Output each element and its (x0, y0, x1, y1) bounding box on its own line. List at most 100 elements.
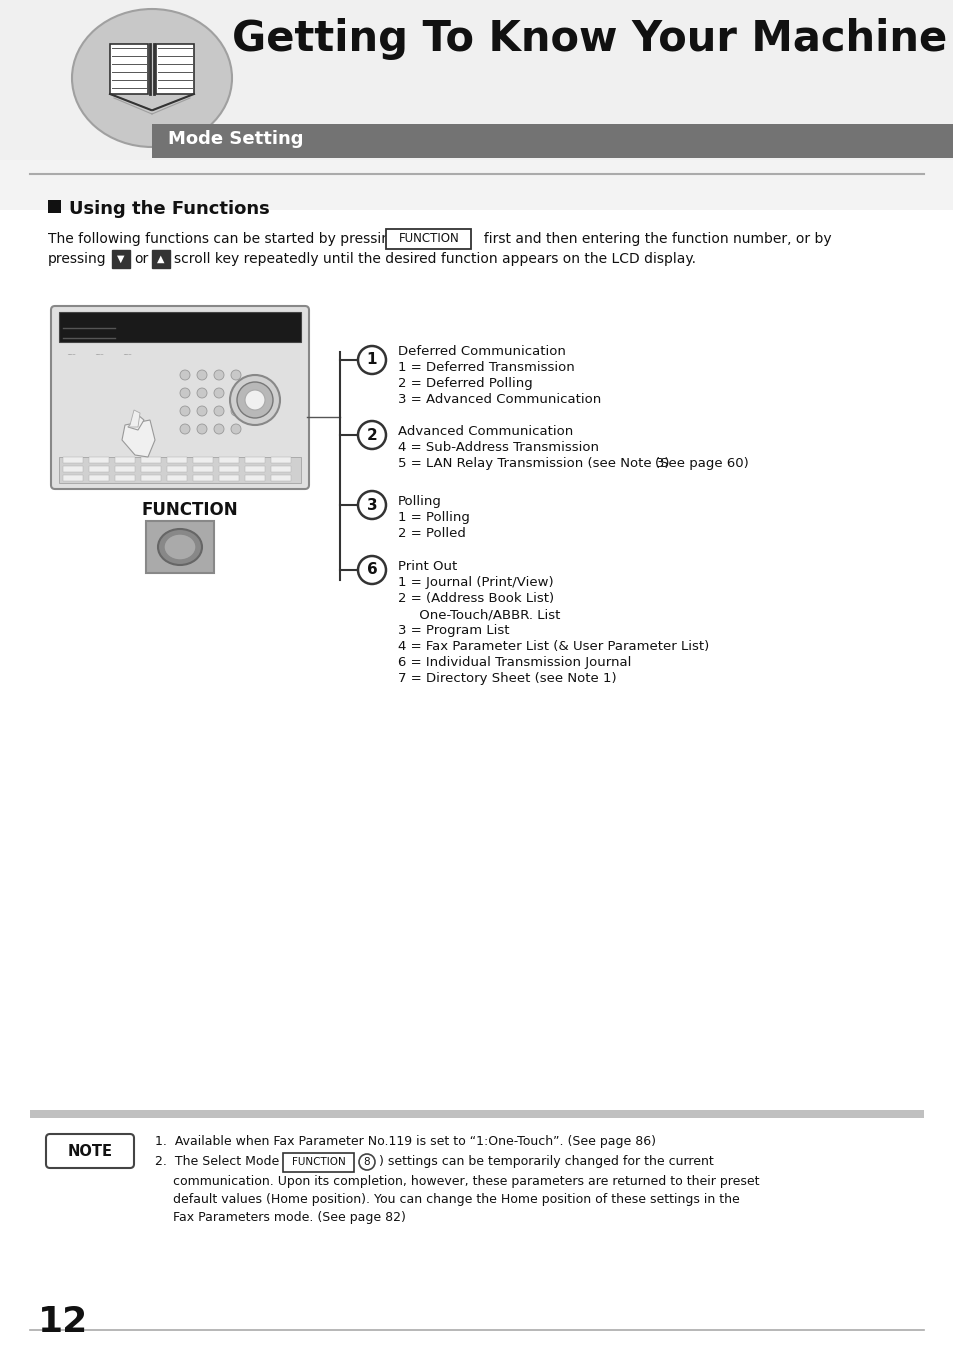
Circle shape (357, 421, 386, 450)
FancyBboxPatch shape (156, 45, 193, 95)
Text: Getting To Know Your Machine: Getting To Know Your Machine (232, 18, 946, 59)
Bar (219, 466, 239, 472)
Bar (271, 466, 291, 472)
Circle shape (213, 406, 224, 416)
Text: 1 = Deferred Transmission: 1 = Deferred Transmission (397, 360, 574, 374)
Text: ▼: ▼ (117, 254, 125, 265)
Bar (63, 466, 83, 472)
Circle shape (357, 491, 386, 518)
Bar (245, 458, 265, 463)
Text: 1 = Polling: 1 = Polling (397, 512, 470, 524)
Text: 6: 6 (366, 563, 377, 578)
Text: 2 = (Address Book List): 2 = (Address Book List) (397, 593, 554, 605)
FancyBboxPatch shape (51, 306, 309, 489)
Text: ___: ___ (123, 350, 132, 355)
Bar (271, 458, 291, 463)
Bar (0, 161, 953, 211)
Bar (115, 475, 135, 481)
Bar (89, 458, 109, 463)
Bar (245, 475, 265, 481)
Text: Mode Setting: Mode Setting (168, 130, 303, 148)
Text: FUNCTION: FUNCTION (292, 1157, 346, 1166)
Text: scroll key repeatedly until the desired function appears on the LCD display.: scroll key repeatedly until the desired … (173, 252, 696, 266)
Text: ___: ___ (67, 350, 75, 355)
Text: 1.  Available when Fax Parameter No.119 is set to “1:One-Touch”. (See page 86): 1. Available when Fax Parameter No.119 i… (154, 1135, 656, 1148)
Text: 8: 8 (363, 1157, 370, 1166)
Text: 6 = Individual Transmission Journal: 6 = Individual Transmission Journal (397, 656, 631, 670)
Circle shape (231, 387, 241, 398)
Ellipse shape (158, 529, 202, 566)
Circle shape (213, 424, 224, 433)
Text: 3 = Program List: 3 = Program List (397, 624, 509, 637)
Circle shape (231, 370, 241, 379)
Bar (0, 0, 953, 161)
Bar (167, 475, 187, 481)
Text: pressing: pressing (48, 252, 107, 266)
Text: Using the Functions: Using the Functions (69, 200, 270, 217)
Bar (89, 466, 109, 472)
Circle shape (180, 406, 190, 416)
Circle shape (357, 556, 386, 585)
Text: 4 = Fax Parameter List (& User Parameter List): 4 = Fax Parameter List (& User Parameter… (397, 640, 708, 653)
Text: 7 = Directory Sheet (see Note 1): 7 = Directory Sheet (see Note 1) (397, 672, 616, 684)
Text: 3 = Advanced Communication: 3 = Advanced Communication (397, 393, 600, 406)
Text: ___: ___ (95, 350, 103, 355)
Bar (193, 458, 213, 463)
Circle shape (196, 387, 207, 398)
Bar (167, 458, 187, 463)
Circle shape (180, 370, 190, 379)
Text: 1: 1 (366, 352, 376, 367)
Bar (141, 466, 161, 472)
Circle shape (230, 375, 280, 425)
Circle shape (196, 370, 207, 379)
Bar (48, 200, 61, 212)
Text: Fax Parameters mode. (See page 82): Fax Parameters mode. (See page 82) (172, 1211, 405, 1224)
Text: Polling: Polling (397, 495, 441, 508)
Circle shape (180, 387, 190, 398)
Circle shape (236, 382, 273, 418)
Text: 2.  The Select Mode (: 2. The Select Mode ( (154, 1156, 288, 1168)
Text: The following functions can be started by pressing: The following functions can be started b… (48, 232, 398, 246)
Bar (63, 458, 83, 463)
Text: One-Touch/ABBR. List: One-Touch/ABBR. List (397, 608, 559, 621)
Text: FUNCTION: FUNCTION (142, 501, 238, 518)
Bar (141, 475, 161, 481)
Text: (See page 60): (See page 60) (655, 458, 748, 470)
Bar (146, 521, 213, 572)
FancyBboxPatch shape (112, 250, 130, 269)
Ellipse shape (71, 9, 232, 147)
FancyBboxPatch shape (152, 250, 170, 269)
FancyBboxPatch shape (110, 45, 148, 95)
Text: default values (Home position). You can change the Home position of these settin: default values (Home position). You can … (172, 1193, 739, 1206)
Circle shape (245, 390, 265, 410)
Text: ▲: ▲ (157, 254, 165, 265)
Bar (141, 458, 161, 463)
Circle shape (196, 424, 207, 433)
FancyBboxPatch shape (386, 228, 471, 248)
Text: communication. Upon its completion, however, these parameters are returned to th: communication. Upon its completion, howe… (172, 1174, 759, 1188)
Text: 12: 12 (38, 1305, 89, 1339)
Circle shape (180, 424, 190, 433)
Text: 2: 2 (366, 428, 377, 443)
Polygon shape (128, 410, 140, 427)
Text: 1 = Journal (Print/View): 1 = Journal (Print/View) (397, 576, 553, 589)
Text: Print Out: Print Out (397, 560, 456, 572)
Bar (30, 1110, 923, 1118)
Circle shape (231, 406, 241, 416)
Bar (193, 475, 213, 481)
FancyBboxPatch shape (46, 1134, 133, 1168)
Polygon shape (122, 420, 154, 458)
Text: or: or (133, 252, 148, 266)
Text: Deferred Communication: Deferred Communication (397, 346, 565, 358)
Circle shape (231, 424, 241, 433)
Bar (245, 466, 265, 472)
Text: NOTE: NOTE (68, 1143, 112, 1158)
Circle shape (357, 346, 386, 374)
Circle shape (213, 387, 224, 398)
Circle shape (196, 406, 207, 416)
Text: Advanced Communication: Advanced Communication (397, 425, 573, 437)
FancyBboxPatch shape (283, 1153, 355, 1172)
Bar (59, 312, 301, 342)
Bar (115, 466, 135, 472)
Bar (89, 475, 109, 481)
